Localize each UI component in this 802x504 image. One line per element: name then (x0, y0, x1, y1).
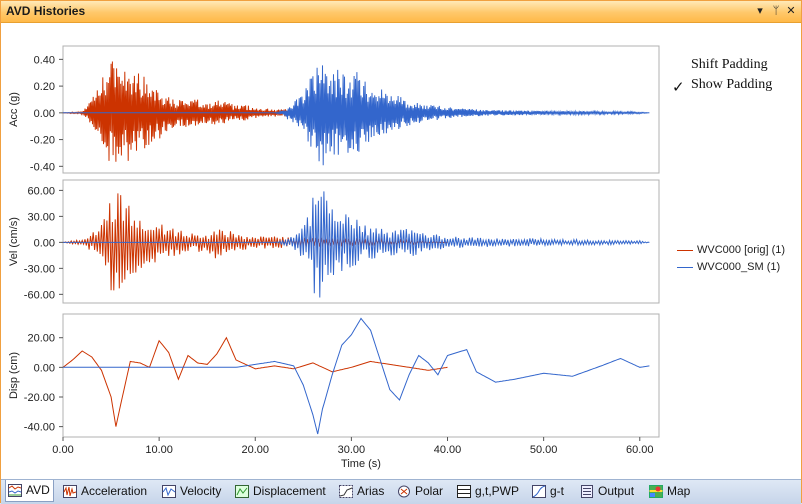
gt-icon (532, 485, 546, 498)
tab-avd[interactable]: AVD (5, 480, 54, 502)
disp-ytick-label: -20.00 (24, 392, 55, 404)
acc-ytick-label: 0.20 (34, 81, 55, 93)
acc-ytick-label: -0.40 (30, 161, 55, 173)
x-axis-label: Time (s) (341, 458, 381, 470)
tab-label: Polar (415, 484, 444, 498)
arias-icon (339, 485, 353, 498)
vel-y-axis-label: Vel (cm/s) (8, 217, 20, 266)
acc-panel: 0.40 0.20 0.00 -0.20 -0.40 Acc (g) (8, 45, 660, 174)
disp-series-orig-line (62, 336, 448, 427)
window-title: AVD Histories (6, 4, 86, 18)
tab-label: Acceleration (81, 484, 148, 498)
tab-map[interactable]: Map (647, 482, 693, 501)
x-tick-label: 20.00 (241, 444, 269, 456)
legend-item-orig[interactable]: WVC000 [orig] (1) (677, 242, 785, 259)
legend-label-orig: WVC000 [orig] (1) (697, 244, 786, 256)
disp-ytick-label: -40.00 (24, 422, 55, 434)
tab-label: Output (598, 484, 635, 498)
x-tick-label: 30.00 (338, 444, 366, 456)
legend-swatch-orig (677, 250, 693, 251)
show-padding-option[interactable]: Show Padding (691, 77, 773, 92)
title-bar: AVD Histories ▾ ᛘ ✕ (1, 1, 801, 23)
disp-panel: 20.00 0.00 -20.00 -40.00 Disp (cm) (8, 313, 660, 438)
legend: WVC000 [orig] (1) WVC000_SM (1) (677, 242, 785, 276)
output-icon (581, 485, 593, 498)
tab-displacement[interactable]: Displacement (233, 482, 329, 501)
tab-label: Velocity (180, 484, 222, 498)
acc-ytick-label: -0.20 (30, 135, 55, 147)
acc-series-sm-line (63, 65, 650, 166)
disp-series-sm-line (63, 317, 650, 435)
x-tick-label: 40.00 (434, 444, 462, 456)
avd-icon (8, 484, 22, 497)
vel-plot-frame (62, 179, 660, 304)
tab-velocity[interactable]: Velocity (160, 482, 224, 501)
tab-label: Map (667, 484, 691, 498)
disp-ytick-label: 0.00 (34, 362, 55, 374)
tab-label: Arias (357, 484, 385, 498)
tab-polar[interactable]: Polar (395, 482, 446, 501)
tab-label: g,t,PWP (475, 484, 520, 498)
tab-output[interactable]: Output (578, 482, 637, 501)
disp-plot-frame (62, 313, 660, 438)
x-tick-label: 50.00 (530, 444, 558, 456)
acceleration-icon (63, 485, 77, 498)
vel-ytick-label: 60.00 (27, 185, 55, 197)
tab-gt[interactable]: g-t (530, 482, 567, 501)
displacement-icon (235, 485, 249, 498)
tab-label: Displacement (253, 484, 326, 498)
dropdown-arrow-icon[interactable]: ▾ (757, 5, 763, 17)
show-padding-check-icon: ✓ (672, 80, 685, 96)
acc-y-axis-label: Acc (g) (8, 92, 20, 127)
tab-arias[interactable]: Arias (337, 482, 387, 501)
x-tick-label: 10.00 (145, 444, 173, 456)
vel-panel: 60.00 30.00 0.00 -30.00 -60.00 Vel (cm/s) (8, 179, 660, 304)
gtpwp-icon (457, 485, 471, 498)
x-tick-label: 0.00 (52, 444, 73, 456)
map-icon (649, 485, 663, 498)
shift-padding-option[interactable]: Shift Padding (691, 57, 768, 72)
disp-y-axis-label: Disp (cm) (8, 352, 20, 399)
acc-ytick-label: 0.40 (34, 54, 55, 66)
chart-area: 0.40 0.20 0.00 -0.20 -0.40 Acc (g) 60.00 30.00 0… (1, 23, 801, 479)
disp-ytick-label: 20.00 (27, 333, 55, 345)
legend-swatch-sm (677, 267, 693, 268)
vel-ytick-label: -60.00 (24, 289, 55, 301)
close-icon[interactable]: ✕ (786, 5, 796, 17)
tab-gtpwp[interactable]: g,t,PWP (455, 482, 522, 501)
polar-icon (398, 485, 410, 498)
velocity-icon (162, 485, 176, 498)
vel-ytick-label: 30.00 (27, 211, 55, 223)
tab-label: AVD (26, 483, 50, 497)
acc-ytick-label: 0.00 (34, 108, 55, 120)
vel-ytick-label: 0.00 (34, 237, 55, 249)
vel-ytick-label: -30.00 (24, 263, 55, 275)
tab-label: g-t (550, 484, 565, 498)
legend-item-sm[interactable]: WVC000_SM (1) (677, 259, 785, 276)
pin-icon[interactable]: ᛘ (772, 5, 780, 17)
x-tick-label: 60.00 (626, 444, 654, 456)
tab-acceleration[interactable]: Acceleration (61, 482, 150, 501)
avd-plots: 0.40 0.20 0.00 -0.20 -0.40 Acc (g) 60.00 30.00 0… (8, 45, 660, 470)
legend-label-sm: WVC000_SM (1) (697, 261, 781, 273)
tab-strip: AVD Acceleration Velocity Displacement A… (1, 479, 801, 504)
vel-series-sm-line (63, 191, 650, 298)
